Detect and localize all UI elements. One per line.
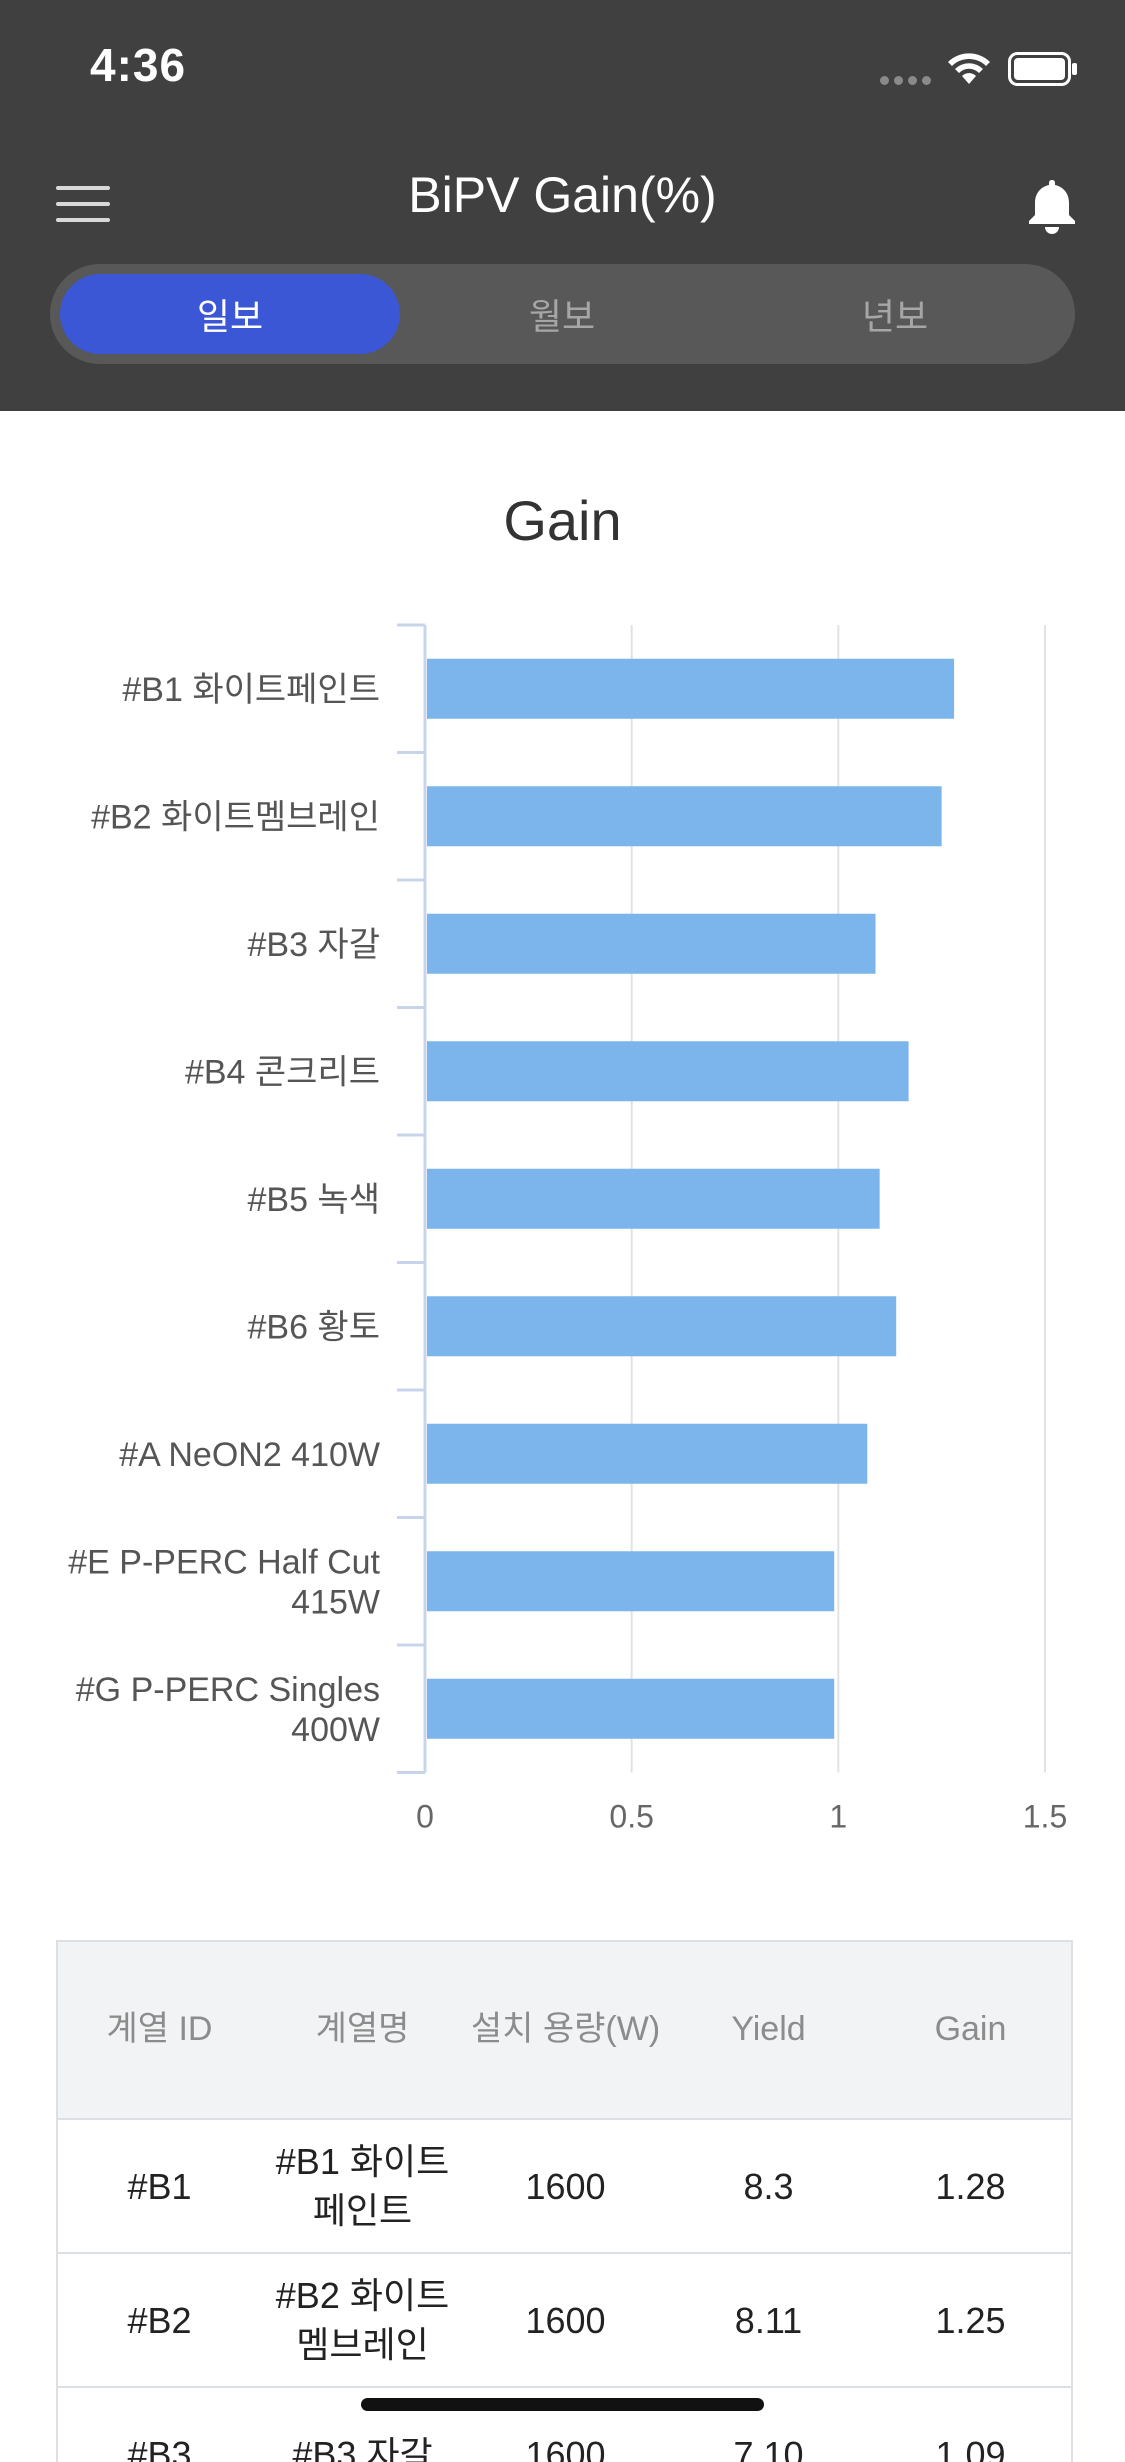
bar bbox=[427, 1041, 909, 1101]
bar bbox=[427, 786, 942, 846]
cell-gain: 1.25 bbox=[870, 2254, 1071, 2388]
cell-series-name: #B2 화이트 멤브레인 bbox=[271, 2254, 454, 2388]
category-label: #B4 콘크리트 bbox=[185, 1053, 380, 1091]
cell-gain: 1.28 bbox=[870, 2120, 1071, 2254]
tab-yearly[interactable]: 년보 bbox=[725, 274, 1065, 354]
cell-series-id: #B2 bbox=[58, 2254, 261, 2388]
header-capacity: 설치 용량(W) bbox=[464, 1942, 667, 2118]
x-tick-label: 1.5 bbox=[1023, 1799, 1067, 1835]
bar bbox=[427, 1424, 867, 1484]
category-label: #B2 화이트멤브레인 bbox=[91, 798, 380, 836]
table-row[interactable]: #B2 #B2 화이트 멤브레인 1600 8.11 1.25 bbox=[58, 2252, 1071, 2388]
cell-yield: 8.11 bbox=[667, 2254, 870, 2388]
battery-icon bbox=[1008, 52, 1078, 86]
table-header: 계열 ID 계열명 설치 용량(W) Yield Gain bbox=[58, 1942, 1071, 2118]
bar bbox=[427, 914, 876, 974]
table-row[interactable]: #B1 #B1 화이트 페인트 1600 8.3 1.28 bbox=[58, 2118, 1071, 2254]
category-label: #B5 녹색 bbox=[247, 1181, 380, 1219]
cell-series-id: #B1 bbox=[58, 2120, 261, 2254]
tab-daily[interactable]: 일보 bbox=[60, 274, 400, 354]
notification-button[interactable] bbox=[1024, 176, 1080, 234]
cellular-signal-icon bbox=[880, 76, 889, 85]
bell-icon bbox=[1024, 176, 1080, 234]
cell-capacity: 1600 bbox=[464, 2120, 667, 2254]
status-time: 4:36 bbox=[90, 38, 186, 92]
category-label: #B1 화이트페인트 bbox=[122, 671, 380, 709]
wifi-icon bbox=[946, 50, 992, 86]
header-yield: Yield bbox=[667, 1942, 870, 2118]
category-label: #E P-PERC Half Cut 415W bbox=[68, 1543, 380, 1621]
cell-capacity: 1600 bbox=[464, 2254, 667, 2388]
gain-bar-chart: 0 0.5 1 1.5 #B1 화이트페인트 #B2 화이트멤브레인 #B3 자갈 #B4 콘… bbox=[0, 600, 1125, 1850]
app-header: 4:36 BiPV Gain(%) 일보 월보 년보 bbox=[0, 0, 1125, 411]
bar bbox=[427, 1169, 880, 1229]
bar bbox=[427, 1296, 896, 1356]
header-series-id: 계열 ID bbox=[58, 1942, 261, 2118]
page-title: BiPV Gain(%) bbox=[0, 166, 1125, 224]
cell-series-name: #B1 화이트 페인트 bbox=[271, 2120, 454, 2254]
header-series-name: 계열명 bbox=[261, 1942, 464, 2118]
category-label: #G P-PERC Singles 400W bbox=[76, 1671, 380, 1749]
category-label: #A NeON2 410W bbox=[119, 1436, 380, 1474]
period-tabs: 일보 월보 년보 bbox=[50, 264, 1075, 364]
cell-series-id: #B3 bbox=[58, 2388, 261, 2462]
cell-gain: 1.09 bbox=[870, 2388, 1071, 2462]
header-gain: Gain bbox=[870, 1942, 1071, 2118]
chart-title: Gain bbox=[0, 488, 1125, 553]
bar bbox=[427, 659, 954, 719]
category-label: #B6 황토 bbox=[247, 1308, 380, 1346]
gain-table: 계열 ID 계열명 설치 용량(W) Yield Gain #B1 #B1 화이… bbox=[56, 1940, 1073, 2462]
status-icons bbox=[880, 50, 1080, 90]
x-tick-label: 0.5 bbox=[609, 1799, 653, 1835]
category-label: #B3 자갈 bbox=[247, 926, 380, 964]
x-tick-label: 0 bbox=[416, 1799, 434, 1835]
x-tick-label: 1 bbox=[829, 1799, 847, 1835]
bar bbox=[427, 1679, 834, 1739]
cell-yield: 8.3 bbox=[667, 2120, 870, 2254]
tab-monthly[interactable]: 월보 bbox=[392, 274, 732, 354]
home-indicator bbox=[361, 2398, 764, 2411]
bar bbox=[427, 1551, 834, 1611]
